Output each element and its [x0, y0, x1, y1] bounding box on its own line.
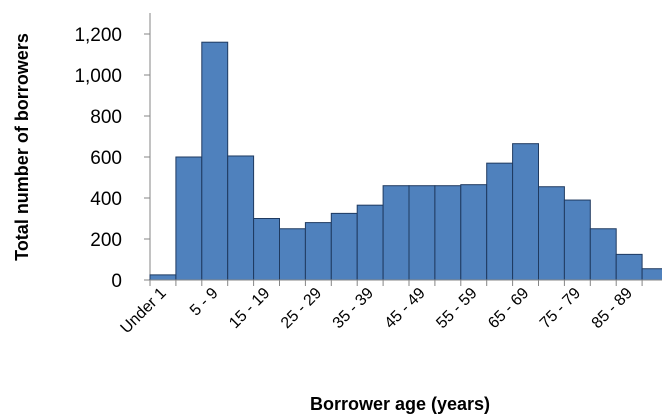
y-axis-title: Total number of borrowers	[12, 33, 32, 261]
bar	[253, 218, 281, 281]
bar	[512, 143, 539, 281]
bar	[563, 199, 591, 281]
x-tick-label: Under 1	[118, 285, 170, 337]
bar	[434, 185, 462, 281]
y-tick-label: 200	[90, 230, 122, 251]
bar	[175, 156, 203, 281]
y-tick-label: 600	[90, 148, 122, 169]
bar	[356, 204, 384, 281]
x-tick-label: 35 - 39	[330, 285, 377, 332]
x-tick-label: 85 - 89	[589, 285, 636, 332]
y-tick-label: 1,000	[74, 66, 122, 87]
y-axis: 0 200 400 600 800 1,000 1,200	[74, 13, 151, 292]
bar	[382, 185, 410, 281]
bar	[408, 185, 436, 281]
x-tick-label: 75 - 79	[537, 285, 584, 332]
bar	[279, 228, 306, 281]
bar	[201, 41, 229, 281]
bar	[589, 228, 617, 281]
y-tick-label: 800	[90, 107, 122, 128]
x-axis: Under 1 5 - 9 15 - 19 25 - 29 35 - 39 45 - 49…	[118, 279, 662, 337]
bar	[486, 162, 514, 281]
y-tick-label: 1,200	[74, 25, 122, 46]
bar	[641, 268, 662, 281]
bar	[149, 274, 177, 281]
x-tick-label: 65 - 69	[485, 285, 532, 332]
x-tick-label: 15 - 19	[226, 285, 273, 332]
bar	[227, 155, 255, 281]
bar	[330, 212, 358, 281]
bars	[149, 41, 662, 281]
x-tick-label: 25 - 29	[278, 285, 325, 332]
bar	[460, 184, 488, 281]
x-tick-label: 55 - 59	[433, 285, 480, 332]
bar	[615, 253, 643, 281]
y-tick-label: 0	[111, 271, 122, 292]
bar	[538, 186, 565, 281]
x-tick-label: 45 - 49	[382, 285, 429, 332]
y-tick-label: 400	[90, 189, 122, 210]
bar	[304, 222, 332, 281]
x-tick-label: 5 - 9	[187, 285, 222, 320]
x-axis-title: Borrower age (years)	[310, 394, 490, 414]
